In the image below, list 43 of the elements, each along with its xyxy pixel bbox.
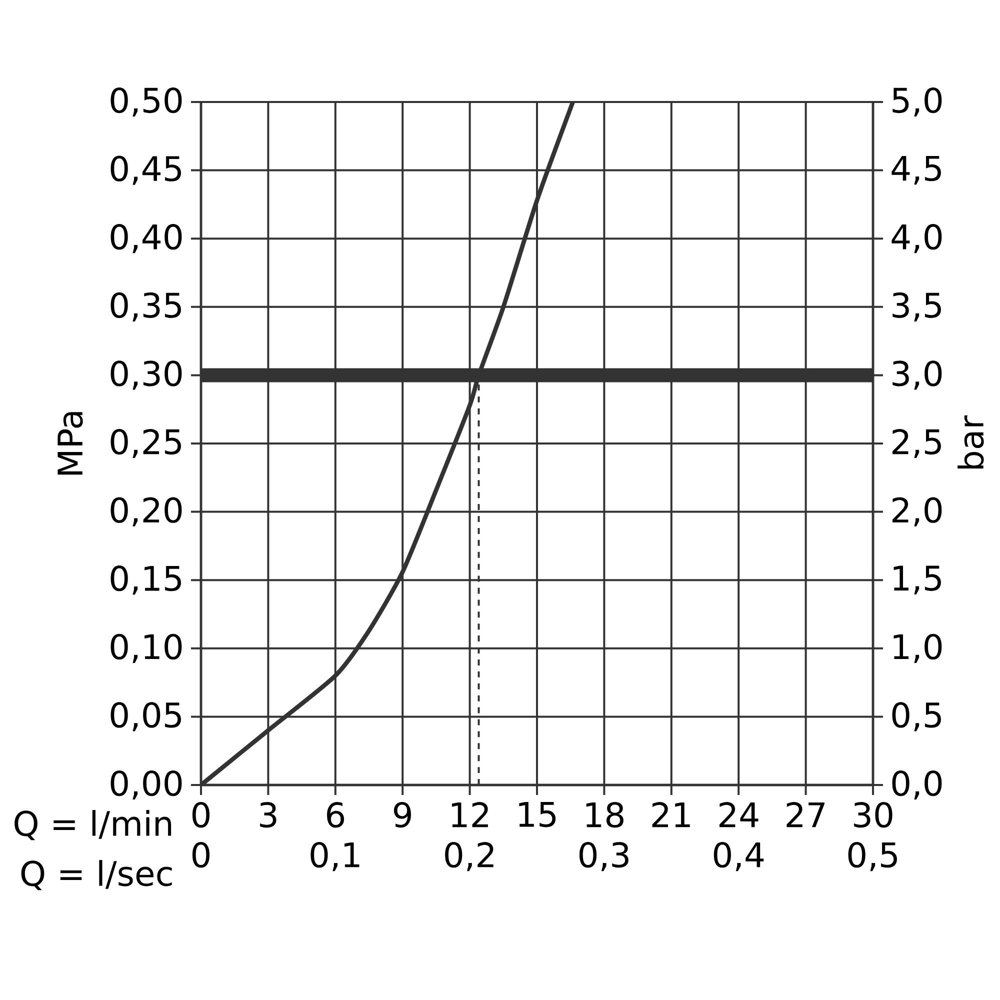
x-tick-label: 12 — [452, 802, 488, 828]
y-tick-label: 0,10 — [110, 634, 182, 663]
y-tick-label: 0,00 — [110, 770, 182, 800]
y2-tick-label: 3,5 — [892, 292, 941, 322]
x-tick-label: 9 — [394, 802, 411, 828]
x2-tick-label: 0,5 — [848, 842, 897, 872]
x-tick-label: 0 — [192, 802, 210, 828]
x-axis-title: Q = l/min — [14, 810, 172, 840]
x2-axis-title: Q = l/sec — [21, 860, 172, 890]
x-tick-label: 18 — [586, 802, 624, 828]
y-tick-label: 0,05 — [110, 702, 181, 732]
x-tick-label: 21 — [652, 802, 690, 828]
y-tick-label: 0,30 — [110, 360, 182, 390]
y-tick-label: 0,20 — [110, 497, 182, 526]
y-axis-title: MPa — [58, 412, 83, 475]
x-tick-label: 27 — [786, 802, 824, 828]
y-tick-label: 0,25 — [110, 428, 181, 458]
x-tick-label: 15 — [519, 802, 556, 828]
y2-tick-label: 0,0 — [892, 770, 942, 800]
y-tick-label: 0,45 — [110, 156, 181, 185]
y-tick-label: 0,35 — [110, 292, 181, 322]
x2-tick-label: 0,4 — [714, 842, 764, 872]
y-tick-label: 0,15 — [110, 566, 181, 595]
y2-tick-label: 1,0 — [894, 634, 942, 663]
y2-tick-label: 1,5 — [894, 566, 941, 594]
y-tick-label: 0,40 — [110, 224, 182, 254]
x2-tick-label: 0,1 — [310, 842, 360, 872]
y2-tick-label: 4,0 — [892, 224, 942, 254]
y-tick-label: 0,50 — [110, 87, 182, 117]
x2-tick-label: 0 — [192, 842, 210, 868]
x2-tick-label: 0,3 — [579, 842, 628, 872]
x-tick-label: 30 — [854, 802, 892, 828]
x-tick-label: 6 — [327, 802, 344, 828]
y2-tick-label: 2,5 — [892, 428, 941, 458]
y2-tick-label: 2,0 — [892, 497, 942, 526]
y2-axis-title: bar — [958, 415, 984, 469]
y2-tick-label: 4,5 — [892, 156, 941, 185]
y2-tick-label: 5,0 — [892, 87, 942, 117]
y2-tick-label: 0,5 — [892, 702, 941, 732]
x2-tick-label: 0,2 — [445, 842, 494, 872]
x-tick-label: 3 — [260, 802, 276, 828]
x-tick-label: 24 — [720, 802, 758, 828]
y2-tick-label: 3,0 — [892, 360, 942, 390]
